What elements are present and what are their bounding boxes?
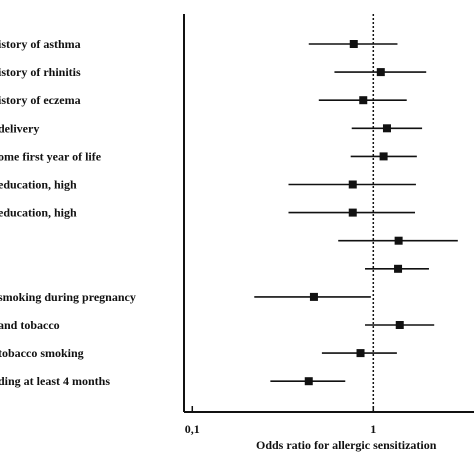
point-estimate <box>379 152 388 161</box>
row-label: smoking during pregnancy <box>0 290 136 304</box>
point-estimate <box>304 377 313 386</box>
row-label: and tobacco <box>0 318 60 332</box>
row-label: delivery <box>0 121 39 135</box>
point-estimate <box>359 96 368 105</box>
point-estimate <box>356 349 365 358</box>
row-label: istory of asthma <box>0 37 81 51</box>
row-label: istory of eczema <box>0 93 81 107</box>
forest-row <box>338 236 458 245</box>
row-label: ome first year of life <box>0 149 102 163</box>
point-estimate <box>382 124 391 133</box>
point-estimate <box>394 264 403 273</box>
forest-row: and tobacco <box>0 318 435 332</box>
point-estimate <box>348 208 357 217</box>
row-label: education, high <box>0 178 77 192</box>
forest-row: ding at least 4 months <box>0 374 346 388</box>
x-tick-label: 1 <box>370 422 376 436</box>
forest-row: istory of asthma <box>0 37 398 51</box>
forest-row: istory of rhinitis <box>0 65 427 79</box>
row-label: education, high <box>0 206 77 220</box>
row-label: ding at least 4 months <box>0 374 110 388</box>
forest-row: education, high <box>0 178 416 192</box>
x-axis-title: Odds ratio for allergic sensitization <box>256 438 437 452</box>
forest-row: istory of eczema <box>0 93 407 107</box>
point-estimate <box>309 292 318 301</box>
point-estimate <box>348 180 357 189</box>
x-tick-label: 0,1 <box>185 422 200 436</box>
forest-row: delivery <box>0 121 423 135</box>
point-estimate <box>394 236 403 245</box>
point-estimate <box>395 321 404 329</box>
forest-row: smoking during pregnancy <box>0 290 371 304</box>
plot-frame <box>183 14 474 413</box>
x-axis: 0,1 1 <box>185 406 376 436</box>
point-estimate <box>349 40 358 48</box>
forest-row: education, high <box>0 206 416 220</box>
point-estimate <box>376 68 385 77</box>
forest-row: tobacco smoking <box>0 346 397 360</box>
row-label: tobacco smoking <box>0 346 84 360</box>
forest-row <box>365 264 429 273</box>
row-label: istory of rhinitis <box>0 65 81 79</box>
forest-rows: istory of asthma istory of rhinitis istory… <box>0 37 458 388</box>
forest-row: ome first year of life <box>0 149 417 163</box>
